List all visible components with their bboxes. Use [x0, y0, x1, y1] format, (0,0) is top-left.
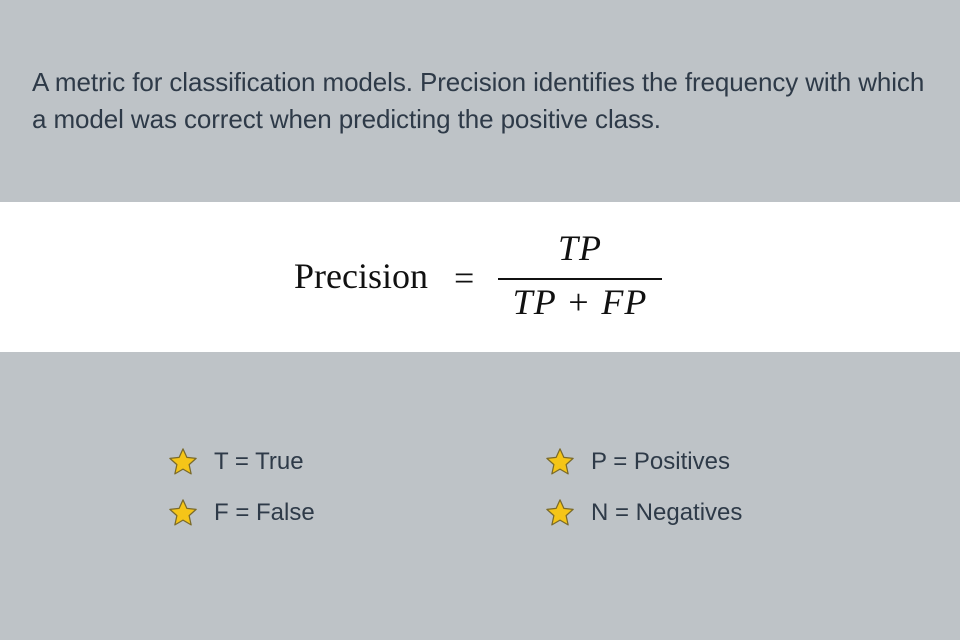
formula-panel: Precision = TP TP + FP — [0, 202, 960, 352]
formula-denominator: TP + FP — [512, 282, 648, 322]
legend-item-negatives: N = Negatives — [545, 497, 742, 529]
star-icon — [169, 499, 197, 526]
description-panel: A metric for classification models. Prec… — [0, 0, 960, 202]
star-icon — [546, 448, 574, 475]
legend-label: P = Positives — [591, 448, 730, 475]
star-icon — [169, 448, 197, 475]
fraction-bar — [498, 278, 662, 280]
legend-label: T = True — [214, 448, 304, 475]
precision-formula: Precision = TP TP + FP — [0, 202, 960, 352]
description-text: A metric for classification models. Prec… — [32, 67, 925, 134]
formula-numerator: TP — [557, 228, 602, 268]
legend-label: F = False — [214, 499, 315, 526]
star-icon — [546, 499, 574, 526]
formula-lhs: Precision — [294, 256, 428, 296]
legend-item-positives: P = Positives — [545, 446, 730, 478]
legend-label: N = Negatives — [591, 499, 743, 526]
formula-equals: = — [454, 258, 475, 298]
legend-item-false: F = False — [168, 497, 315, 529]
legend-item-true: T = True — [168, 446, 304, 478]
